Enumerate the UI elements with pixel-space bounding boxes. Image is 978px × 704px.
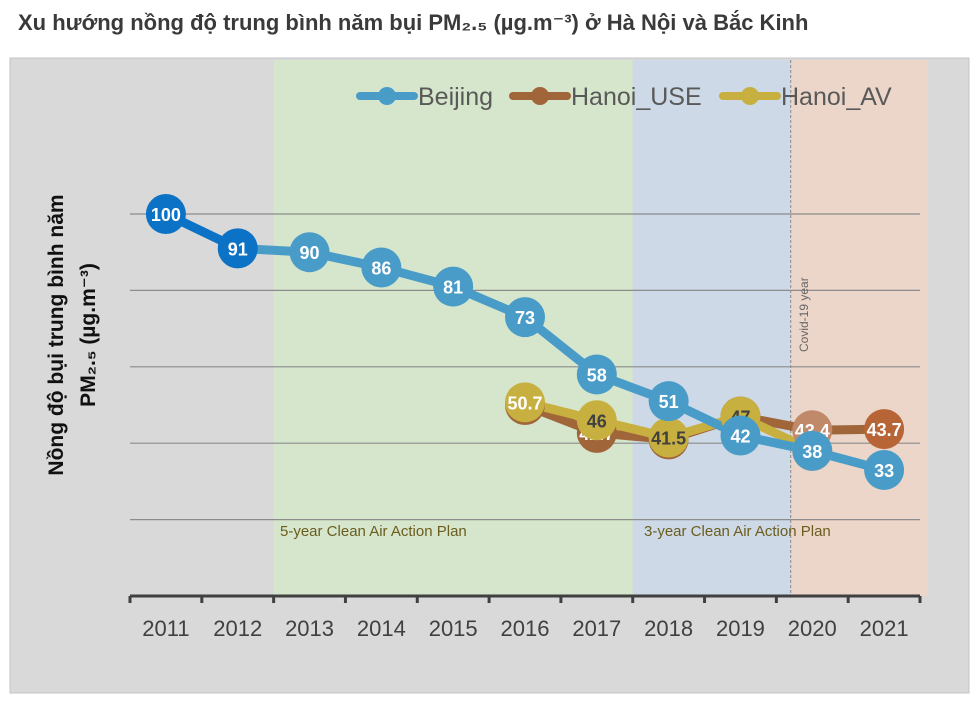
y-axis-label-line2: PM₂.₅ (µg.m⁻³) (77, 263, 100, 407)
band-3-year-plan (632, 60, 791, 596)
data-point-beijing (217, 228, 258, 269)
data-label-hanoi_av: 46 (587, 411, 607, 431)
x-tick-label: 2018 (644, 616, 693, 641)
x-tick-label: 2016 (501, 616, 550, 641)
data-label-beijing: 38 (802, 442, 822, 462)
x-tick-label: 2015 (429, 616, 478, 641)
data-label-hanoi_av: 41.5 (651, 428, 686, 448)
data-point-beijing (792, 430, 833, 471)
x-tick-label: 2013 (285, 616, 334, 641)
data-label-beijing: 81 (443, 278, 463, 298)
legend-swatch-dot (531, 87, 549, 105)
y-axis-label-line1: Nồng độ bụi trung bình năm (45, 194, 68, 475)
data-label-hanoi_av: 50.7 (507, 393, 542, 413)
x-tick-label: 2021 (860, 616, 909, 641)
data-point-beijing (505, 297, 545, 338)
data-label-beijing: 58 (587, 365, 607, 385)
x-tick-label: 2012 (213, 616, 262, 641)
y-axis-label: Nồng độ bụi trung bình năm PM₂.₅ (µg.m⁻³) (45, 194, 100, 475)
data-point-beijing (864, 449, 905, 490)
data-label-beijing: 42 (730, 427, 750, 447)
data-point-beijing (648, 381, 689, 422)
legend-label-beijing: Beijing (418, 83, 493, 111)
data-point-hanoi_av (576, 400, 617, 441)
band-covid-year (790, 60, 928, 596)
data-point-beijing (289, 232, 330, 273)
legend-swatch-dot (741, 87, 759, 105)
data-label-hanoi_use: 43.7 (867, 420, 902, 440)
data-label-beijing: 86 (371, 258, 391, 278)
data-point-hanoi_av (505, 382, 545, 423)
legend-label-hanoi_av: Hanoi_AV (781, 83, 892, 111)
x-tick-label: 2017 (572, 616, 621, 641)
annotation-3-year-plan: 3-year Clean Air Action Plan (644, 523, 831, 540)
data-point-beijing (361, 247, 402, 288)
data-label-beijing: 51 (659, 392, 679, 412)
annotation-covid-year: Covid-19 year (797, 277, 811, 352)
data-point-beijing (433, 266, 474, 307)
data-label-beijing: 90 (300, 243, 320, 263)
data-point-beijing (145, 194, 186, 234)
x-tick-label: 2020 (788, 616, 837, 641)
x-tick-label: 2019 (716, 616, 765, 641)
data-label-beijing: 33 (874, 461, 894, 481)
data-label-beijing: 73 (515, 308, 535, 328)
band-5-year-plan (273, 60, 633, 596)
x-tick-label: 2014 (357, 616, 406, 641)
data-point-beijing (720, 415, 761, 456)
data-label-beijing: 100 (151, 205, 181, 225)
legend-swatch-dot (378, 87, 396, 105)
annotation-5-year-plan: 5-year Clean Air Action Plan (280, 523, 467, 540)
x-tick-label: 2011 (142, 616, 189, 641)
chart-title: Xu hướng nồng độ trung bình năm bụi PM₂.… (18, 10, 809, 35)
legend-label-hanoi_use: Hanoi_USE (571, 83, 702, 111)
data-point-hanoi_av (648, 417, 689, 458)
data-label-beijing: 91 (228, 239, 248, 259)
data-point-hanoi_use (864, 409, 905, 450)
data-point-beijing (576, 354, 617, 395)
